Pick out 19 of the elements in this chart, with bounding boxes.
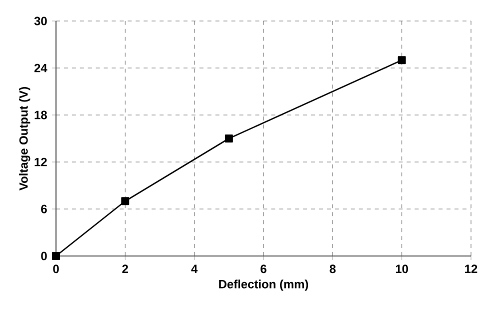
x-tick-label: 10 [396,264,408,274]
x-tick-label: 4 [191,264,198,273]
y-tick-label: 6 [41,204,47,214]
y-tick-label: 30 [34,16,47,26]
point [224,134,233,142]
point [398,56,406,64]
point [52,252,60,260]
y-tick-label: 0 [41,252,47,260]
point [121,197,130,206]
y-tick-label: 12 [34,158,47,166]
x-tick-label: 8 [330,264,336,274]
y-tick-label: 18 [34,110,47,120]
x-tick-label: 0 [53,264,59,274]
x-tick-label: 6 [260,264,266,274]
x-tick-label: 2 [122,264,128,274]
y-axis-title: Voltage Output (V) [19,87,30,190]
x-axis-title: Deflection (mm) [219,280,308,291]
x-tick-label: 12 [465,264,478,274]
y-tick-label: 24 [34,64,48,72]
